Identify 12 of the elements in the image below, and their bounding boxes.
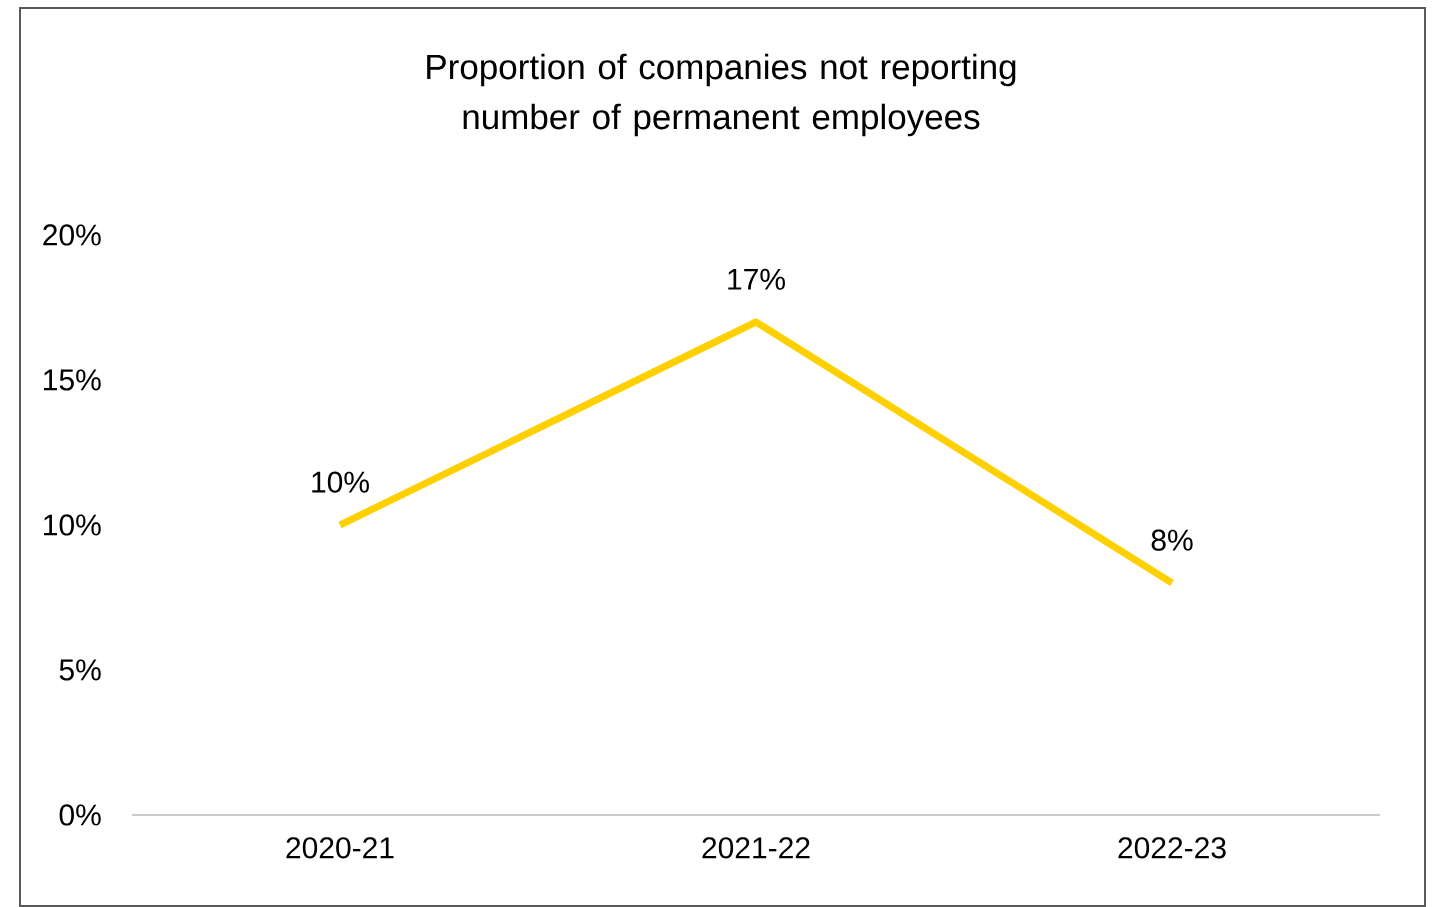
y-tick-label: 5% <box>59 659 101 681</box>
y-tick-label: 20% <box>43 224 101 246</box>
y-tick-label: 0% <box>59 804 101 826</box>
data-label: 17% <box>728 268 785 290</box>
data-label: 10% <box>312 471 369 493</box>
y-tick-label: 15% <box>44 369 101 391</box>
y-tick-label: 10% <box>44 514 101 536</box>
x-tick-label: 2021-22 <box>702 837 810 859</box>
x-tick-label: 2022-23 <box>1118 837 1226 859</box>
chart-title: Proportion of companies not reporting number of permanent employees <box>427 53 1016 137</box>
data-label: 8% <box>1151 529 1193 551</box>
x-tick-label: 2020-21 <box>286 837 394 859</box>
